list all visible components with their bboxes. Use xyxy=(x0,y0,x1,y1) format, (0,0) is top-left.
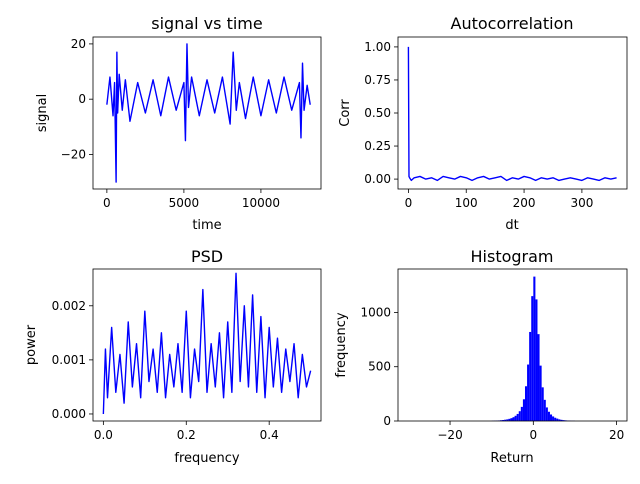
histogram-bar xyxy=(517,414,519,421)
x-axis-label: frequency xyxy=(174,451,240,466)
x-tick-label: 0 xyxy=(103,196,111,210)
histogram-bar xyxy=(533,277,535,421)
histogram-bar xyxy=(519,411,521,421)
histogram-bar xyxy=(531,296,533,421)
chart-histogram: −20 0 20 0 500 1000 Histogram Return frequen… xyxy=(334,247,627,466)
y-tick-label: 1000 xyxy=(360,305,391,319)
histogram-bar xyxy=(537,334,539,421)
histogram-bar xyxy=(513,417,515,421)
y-tick-label: 1.00 xyxy=(364,40,391,54)
y-tick-label: 0.000 xyxy=(52,407,86,421)
x-tick-label: 300 xyxy=(570,196,593,210)
y-tick-label: 0.25 xyxy=(364,139,391,153)
x-axis: 0 5000 10000 xyxy=(103,189,280,210)
chart-autocorrelation: 0 100 200 300 0.00 0.25 0.50 0.75 1.00 Autocorr… xyxy=(338,14,627,233)
histogram-bar xyxy=(544,400,546,421)
y-axis-label: signal xyxy=(35,94,50,132)
x-axis: −20 0 20 xyxy=(437,421,624,442)
x-axis: 0.0 0.2 0.4 xyxy=(94,421,279,442)
y-axis-label: power xyxy=(24,324,39,365)
y-tick-label: 0.00 xyxy=(364,172,391,186)
histogram-bar xyxy=(527,365,529,421)
x-axis-label: time xyxy=(192,218,221,233)
x-axis-label: dt xyxy=(505,218,518,233)
chart-title: Histogram xyxy=(471,247,554,266)
chart-title: Autocorrelation xyxy=(451,14,574,33)
chart-title: signal vs time xyxy=(151,14,262,33)
histogram-bar xyxy=(510,418,512,421)
y-tick-label: 0.002 xyxy=(52,299,86,313)
y-axis-label: frequency xyxy=(334,312,349,378)
histogram-bar xyxy=(515,416,517,421)
y-axis: 0.000 0.001 0.002 xyxy=(52,299,93,421)
x-tick-label: 200 xyxy=(513,196,536,210)
x-tick-label: 20 xyxy=(609,428,624,442)
y-axis: 0.00 0.25 0.50 0.75 1.00 xyxy=(364,40,398,186)
x-axis: 0 100 200 300 xyxy=(405,189,594,210)
y-tick-label: 0 xyxy=(78,92,86,106)
y-tick-label: 0.001 xyxy=(52,353,86,367)
histogram-bar xyxy=(554,418,556,421)
plot-area xyxy=(93,37,321,189)
histogram-bar xyxy=(521,407,523,421)
x-tick-label: 0 xyxy=(529,428,537,442)
x-tick-label: 0.0 xyxy=(94,428,113,442)
plot-area xyxy=(398,269,627,421)
histogram-bar xyxy=(529,332,531,421)
histogram-bar xyxy=(540,366,542,421)
chart-title: PSD xyxy=(191,247,223,266)
y-tick-label: 500 xyxy=(368,360,391,374)
histogram-bar xyxy=(542,387,544,421)
y-tick-label: 0.50 xyxy=(364,106,391,120)
chart-signal: 0 5000 10000 −20 0 20 signal vs time time si… xyxy=(35,14,321,233)
y-tick-label: 0 xyxy=(383,414,391,428)
x-tick-label: 100 xyxy=(455,196,478,210)
x-tick-label: −20 xyxy=(437,428,462,442)
y-axis: −20 0 20 xyxy=(61,37,93,162)
histogram-bar xyxy=(523,399,525,421)
histogram-bar xyxy=(535,299,537,421)
x-tick-label: 0.2 xyxy=(177,428,196,442)
histogram-bar xyxy=(550,414,552,421)
y-tick-label: −20 xyxy=(61,147,86,161)
y-axis-label: Corr xyxy=(338,99,353,127)
histogram-bar xyxy=(552,416,554,421)
histogram-bar xyxy=(525,386,527,421)
x-axis-label: Return xyxy=(490,451,533,466)
x-tick-label: 5000 xyxy=(169,196,200,210)
x-tick-label: 0 xyxy=(405,196,413,210)
y-axis: 0 500 1000 xyxy=(360,305,398,428)
x-tick-label: 10000 xyxy=(242,196,280,210)
plot-area xyxy=(398,37,627,189)
histogram-bar xyxy=(546,407,548,421)
x-tick-label: 0.4 xyxy=(260,428,279,442)
y-tick-label: 0.75 xyxy=(364,73,391,87)
histogram-bar xyxy=(548,412,550,421)
y-tick-label: 20 xyxy=(71,37,86,51)
